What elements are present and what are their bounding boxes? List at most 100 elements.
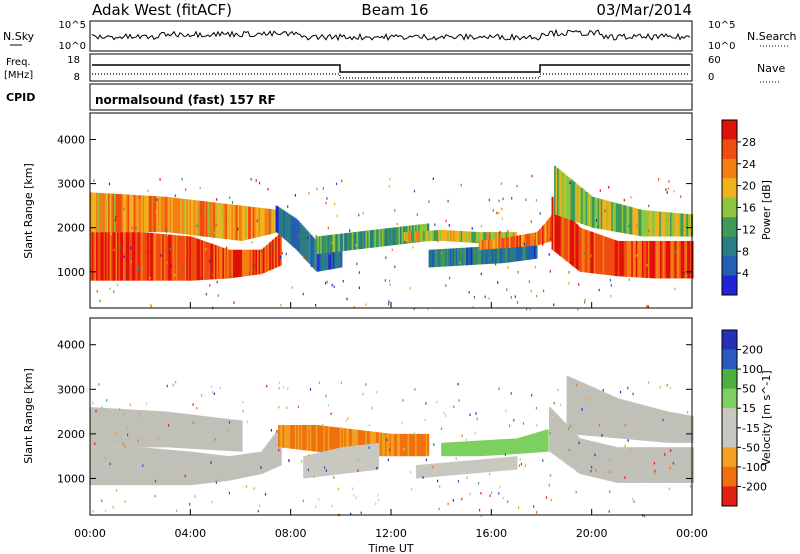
power-band-7-strip [646,240,649,278]
velocity-band-1-strip [348,428,351,456]
power-band-1-strip [219,203,222,239]
power-speckle [556,219,558,223]
velocity-band-4-strip [429,463,432,478]
power-band-1-strip [243,206,246,241]
velocity-speckle [653,462,655,465]
velocity-speckle [437,479,439,483]
velocity-band-2-strip [339,447,342,475]
velocity-band-1-strip [339,427,342,455]
power-band-0-strip [99,232,102,281]
power-speckle [506,288,508,291]
power-speckle [233,301,235,304]
velocity-band-0-strip [276,430,279,467]
velocity-band-7-strip [650,407,653,442]
power-band-3-strip [321,235,324,254]
velocity-band-3-strip [495,439,498,456]
power-speckle [484,295,486,299]
velocity-speckle [210,461,212,464]
power-band-7-strip [593,232,596,274]
power-speckle [686,274,688,277]
power-band-0-strip [249,249,252,276]
velocity-speckle [581,408,583,411]
power-band-1-strip [213,202,216,238]
power-band-6-strip [548,218,551,242]
velocity-band-3-strip [514,438,518,455]
velocity-band-5-strip [664,447,668,483]
power-band-3-strip [323,235,326,254]
velocity-band-0-strip [105,447,108,486]
power-band-6-strip [531,233,534,246]
power-speckle [666,191,668,194]
power-speckle [445,219,447,223]
velocity-band-1-strip [357,429,360,457]
velocity-band-6-strip [123,409,126,448]
power-band-1-strip [103,193,106,233]
power-band-5-strip [437,249,440,267]
velocity-speckle [350,512,352,516]
velocity-band-1-strip [323,425,326,453]
velocity-band-4-strip [435,463,438,477]
velocity-band-5-strip [613,446,616,483]
power-band-3-strip [391,227,394,246]
power-band-4-strip [453,230,456,242]
velocity-band-5-strip [636,447,639,483]
velocity-band-6-strip [162,411,165,448]
velocity-band-7-strip [677,413,681,443]
power-speckle [166,261,168,265]
velocity-band-4-strip [447,462,450,476]
power-speckle [174,242,177,245]
power-band-8-strip [651,210,654,237]
velocity-band-7-strip [644,405,647,441]
power-speckle [287,205,289,208]
velocity-speckle [136,450,138,453]
velocity-band-6-strip [195,415,198,450]
freq-strip: Freq. [MHz] 18 8 60 0 Nave [4,53,785,83]
power-band-7-strip [619,240,622,277]
velocity-band-2-strip [343,446,346,474]
velocity-band-1-strip [395,433,398,457]
power-band-1-strip [190,199,193,236]
velocity-band-4-strip [515,456,518,470]
velocity-band-0-strip [207,453,210,484]
velocity-band-2-strip [351,446,354,473]
velocity-band-7-strip [637,403,640,441]
velocity-speckle [325,469,327,472]
velocity-band-7-strip [605,393,608,438]
power-band-0-strip [156,233,159,281]
velocity-band-5-strip [642,447,645,483]
velocity-band-6-strip [214,417,218,451]
power-speckle [116,283,119,286]
power-band-4-strip [417,231,420,241]
power-band-7-strip [673,240,676,279]
power-speckle [413,307,415,311]
velocity-band-6-strip [189,414,192,449]
power-band-0-strip [100,232,103,281]
time-axis-label: Time UT [367,542,413,554]
velocity-band-4-strip [491,458,494,472]
power-band-3-strip [324,235,327,254]
velocity-band-2-strip [345,446,348,474]
power-band-5-strip [431,249,434,268]
power-colorbar-tick-label: 28 [742,136,756,149]
power-band-1-strip [248,206,251,240]
power-speckle [251,241,253,244]
velocity-band-2-strip [316,452,319,477]
velocity-band-2-strip [342,447,345,474]
velocity-band-0-strip [172,450,175,486]
power-band-7-strip [679,240,682,279]
velocity-band-6-strip [106,408,109,448]
velocity-colorbar-frame [721,329,738,507]
power-speckle [440,251,442,255]
velocity-speckle [476,417,478,421]
velocity-band-6-strip [97,407,100,448]
velocity-band-0-strip [156,448,159,486]
power-band-7-strip [559,205,562,256]
velocity-band-5-strip [663,447,666,483]
power-speckle [610,294,612,298]
power-band-5-strip [442,248,445,267]
power-speckle [583,251,585,255]
velocity-band-4-strip [512,456,515,470]
power-speckle [137,267,139,271]
velocity-band-6-strip [183,413,186,449]
velocity-band-3-strip [441,442,444,457]
